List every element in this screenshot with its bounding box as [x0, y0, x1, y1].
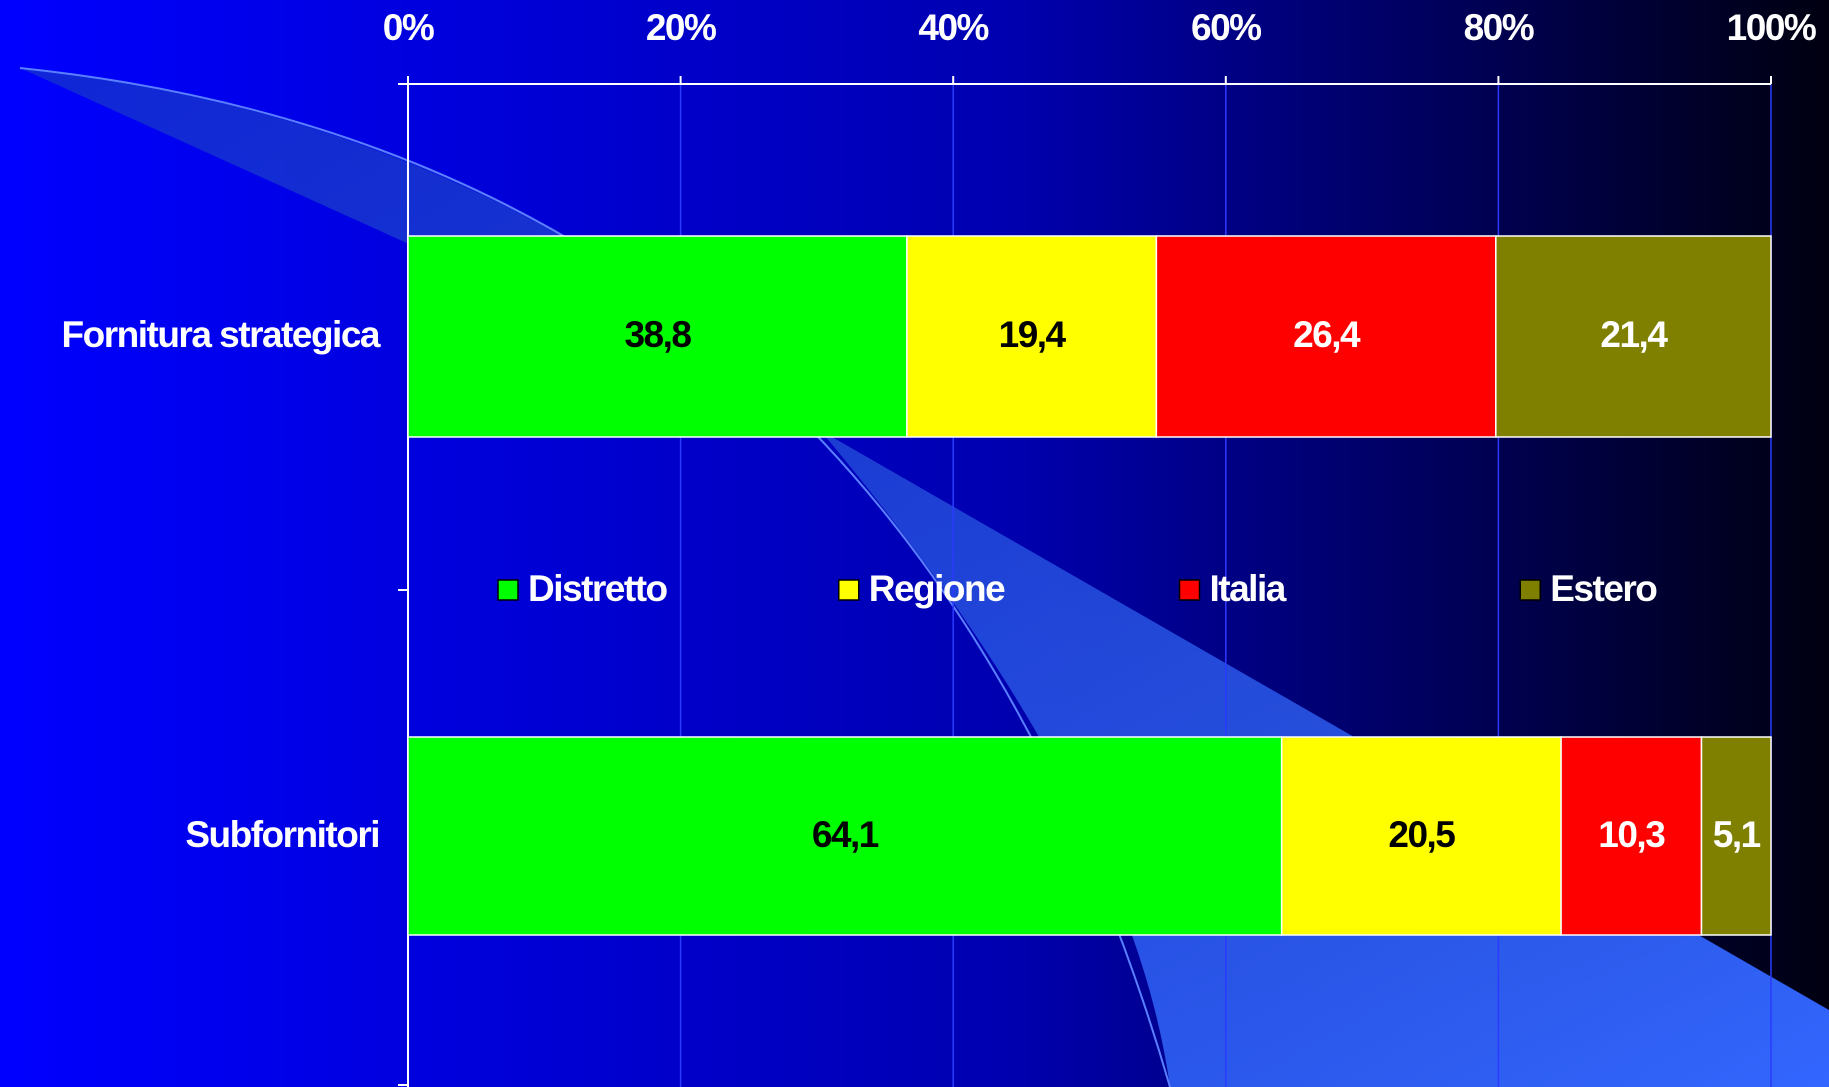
data-label: 21,4 [1600, 314, 1668, 355]
legend-swatch [1180, 580, 1200, 600]
x-tick-label: 60% [1191, 7, 1261, 48]
legend-label: Regione [869, 568, 1005, 609]
x-tick-label: 40% [918, 7, 988, 48]
data-label: 38,8 [624, 314, 691, 355]
x-tick-label: 100% [1727, 7, 1816, 48]
legend-label: Distretto [528, 568, 668, 609]
y-tick-label: Subfornitori [185, 814, 379, 855]
data-label: 19,4 [999, 314, 1067, 355]
legend-swatch [1520, 580, 1540, 600]
data-label: 26,4 [1293, 314, 1361, 355]
data-label: 10,3 [1598, 814, 1665, 855]
legend-label: Estero [1550, 568, 1657, 609]
y-tick-label: Fornitura strategica [62, 314, 381, 355]
data-label: 20,5 [1388, 814, 1455, 855]
page: {"chart_data": {"type": "bar", "orientat… [0, 0, 1829, 1087]
x-tick-label: 80% [1464, 7, 1534, 48]
x-tick-label: 0% [383, 7, 434, 48]
x-tick-label: 20% [646, 7, 716, 48]
data-label: 5,1 [1713, 814, 1761, 855]
legend-swatch [498, 580, 518, 600]
data-label: 64,1 [812, 814, 879, 855]
chart: 0% 20% 40% 60% 80% 100% Fornitura strategica 38… [0, 0, 1829, 1087]
legend-label: Italia [1210, 568, 1287, 609]
legend-swatch [839, 580, 859, 600]
